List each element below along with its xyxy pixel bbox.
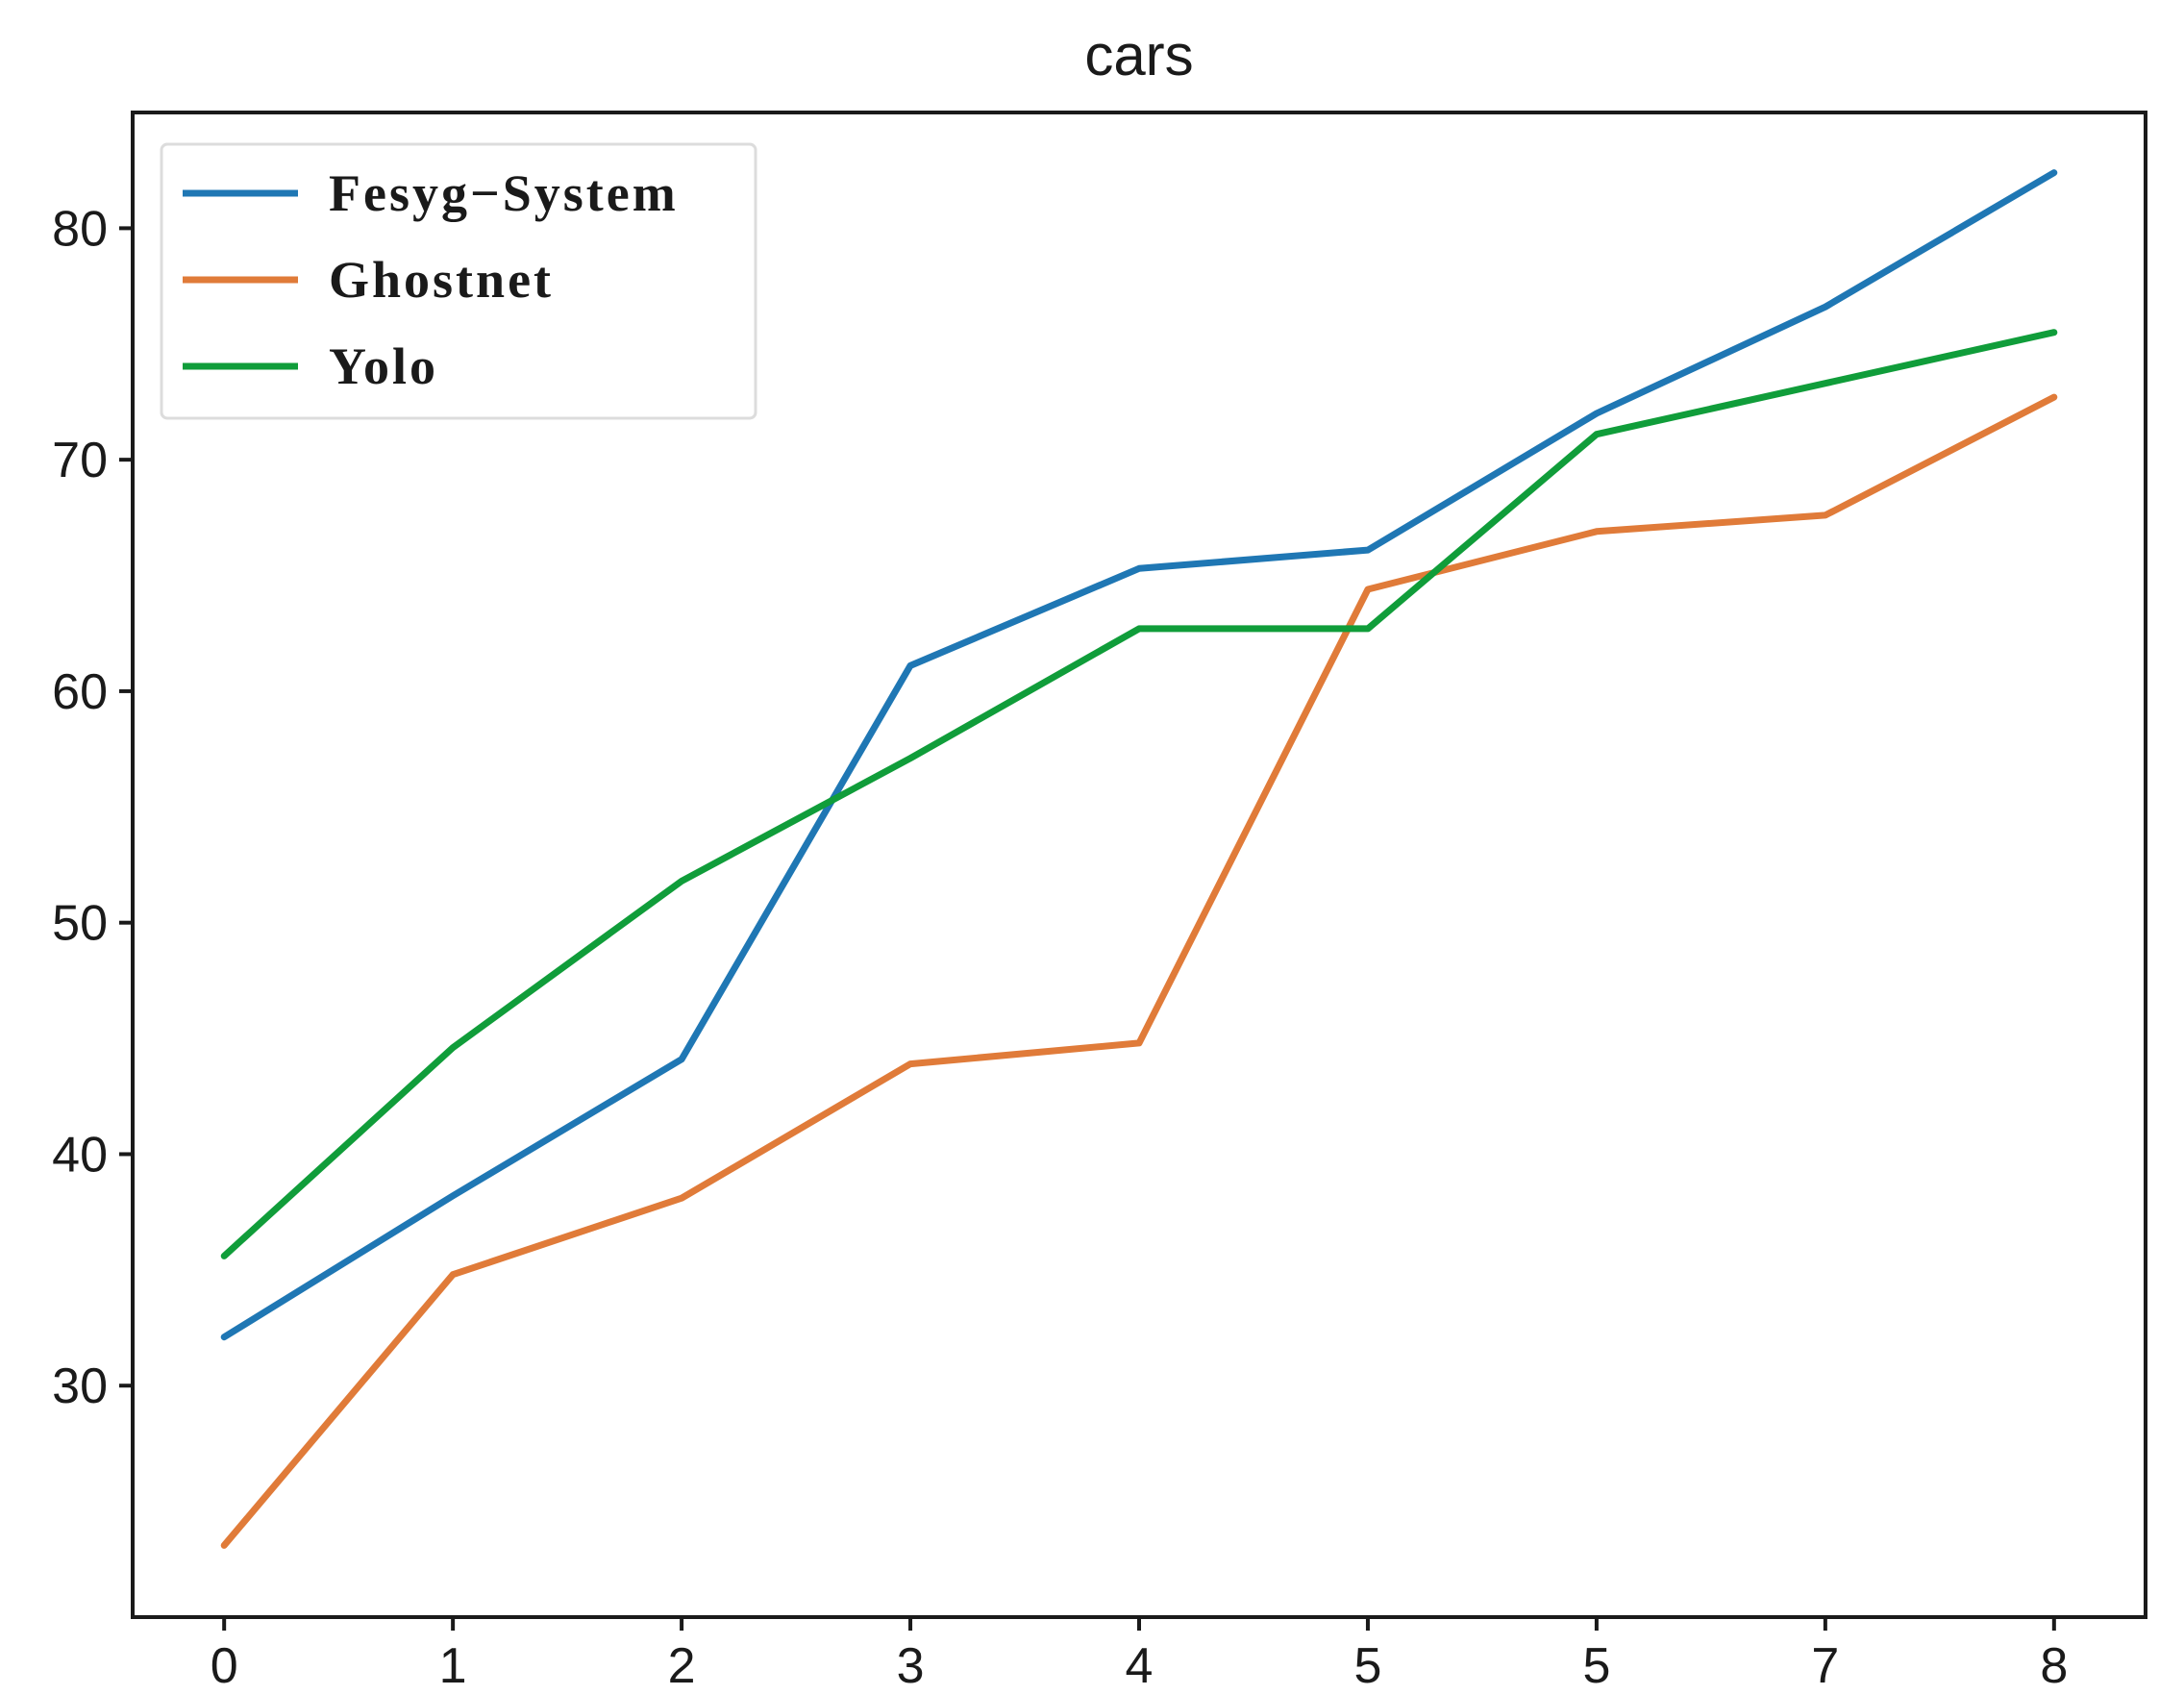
data-point-ghostnet <box>1367 588 1369 590</box>
data-point-ghostnet <box>1824 514 1826 516</box>
data-point-yolo <box>2053 332 2055 334</box>
chart-title: cars <box>1084 23 1193 87</box>
x-tick-label: 4 <box>1126 1638 1154 1694</box>
y-axis: 30 40 50 60 70 80 <box>52 201 133 1414</box>
y-tick-label: 30 <box>52 1358 108 1414</box>
data-point-ghostnet <box>1138 1042 1140 1044</box>
data-point-fesyg-system <box>909 664 911 666</box>
data-point-yolo <box>1824 383 1826 385</box>
data-point-yolo <box>452 1047 454 1049</box>
legend-label: Ghostnet <box>329 251 554 309</box>
data-point-ghostnet <box>2053 396 2055 398</box>
x-tick-label: 0 <box>211 1638 238 1694</box>
data-point-fesyg-system <box>1824 306 1826 308</box>
x-tick-label: 3 <box>897 1638 925 1694</box>
data-point-yolo <box>223 1255 225 1257</box>
y-tick-label: 50 <box>52 896 108 952</box>
data-point-fesyg-system <box>223 1336 225 1338</box>
series-line-yolo <box>220 329 2058 1259</box>
data-point-fesyg-system <box>452 1195 454 1197</box>
y-tick-label: 80 <box>52 201 108 257</box>
data-point-ghostnet <box>452 1274 454 1276</box>
series-lines <box>220 169 2058 1549</box>
data-point-yolo <box>1596 434 1598 436</box>
x-tick-label: 8 <box>2040 1638 2068 1694</box>
data-point-ghostnet <box>223 1544 225 1546</box>
data-point-yolo <box>1367 628 1369 630</box>
data-point-ghostnet <box>1596 531 1598 533</box>
legend-label: Yolo <box>329 337 438 395</box>
data-point-ghostnet <box>909 1063 911 1065</box>
x-tick-label: 7 <box>1811 1638 1839 1694</box>
x-tick-label: 1 <box>439 1638 467 1694</box>
legend: Fesyg−System Ghostnet Yolo <box>160 142 757 420</box>
data-point-fesyg-system <box>1596 412 1598 414</box>
x-tick-label: 2 <box>668 1638 696 1694</box>
data-point-yolo <box>909 758 911 760</box>
data-point-yolo <box>1138 628 1140 630</box>
data-point-fesyg-system <box>2053 172 2055 174</box>
legend-label: Fesyg−System <box>329 164 679 222</box>
plot-frame <box>131 111 2147 1619</box>
x-tick-label: 5 <box>1353 1638 1381 1694</box>
y-tick-label: 40 <box>52 1127 108 1183</box>
data-point-fesyg-system <box>1138 567 1140 569</box>
legend-box <box>160 142 757 420</box>
y-tick-label: 60 <box>52 664 108 720</box>
y-tick-label: 70 <box>52 433 108 488</box>
data-point-fesyg-system <box>1367 549 1369 551</box>
x-axis: 0 1 2 3 4 5 5 7 8 <box>211 1617 2068 1694</box>
x-tick-label: 5 <box>1582 1638 1610 1694</box>
